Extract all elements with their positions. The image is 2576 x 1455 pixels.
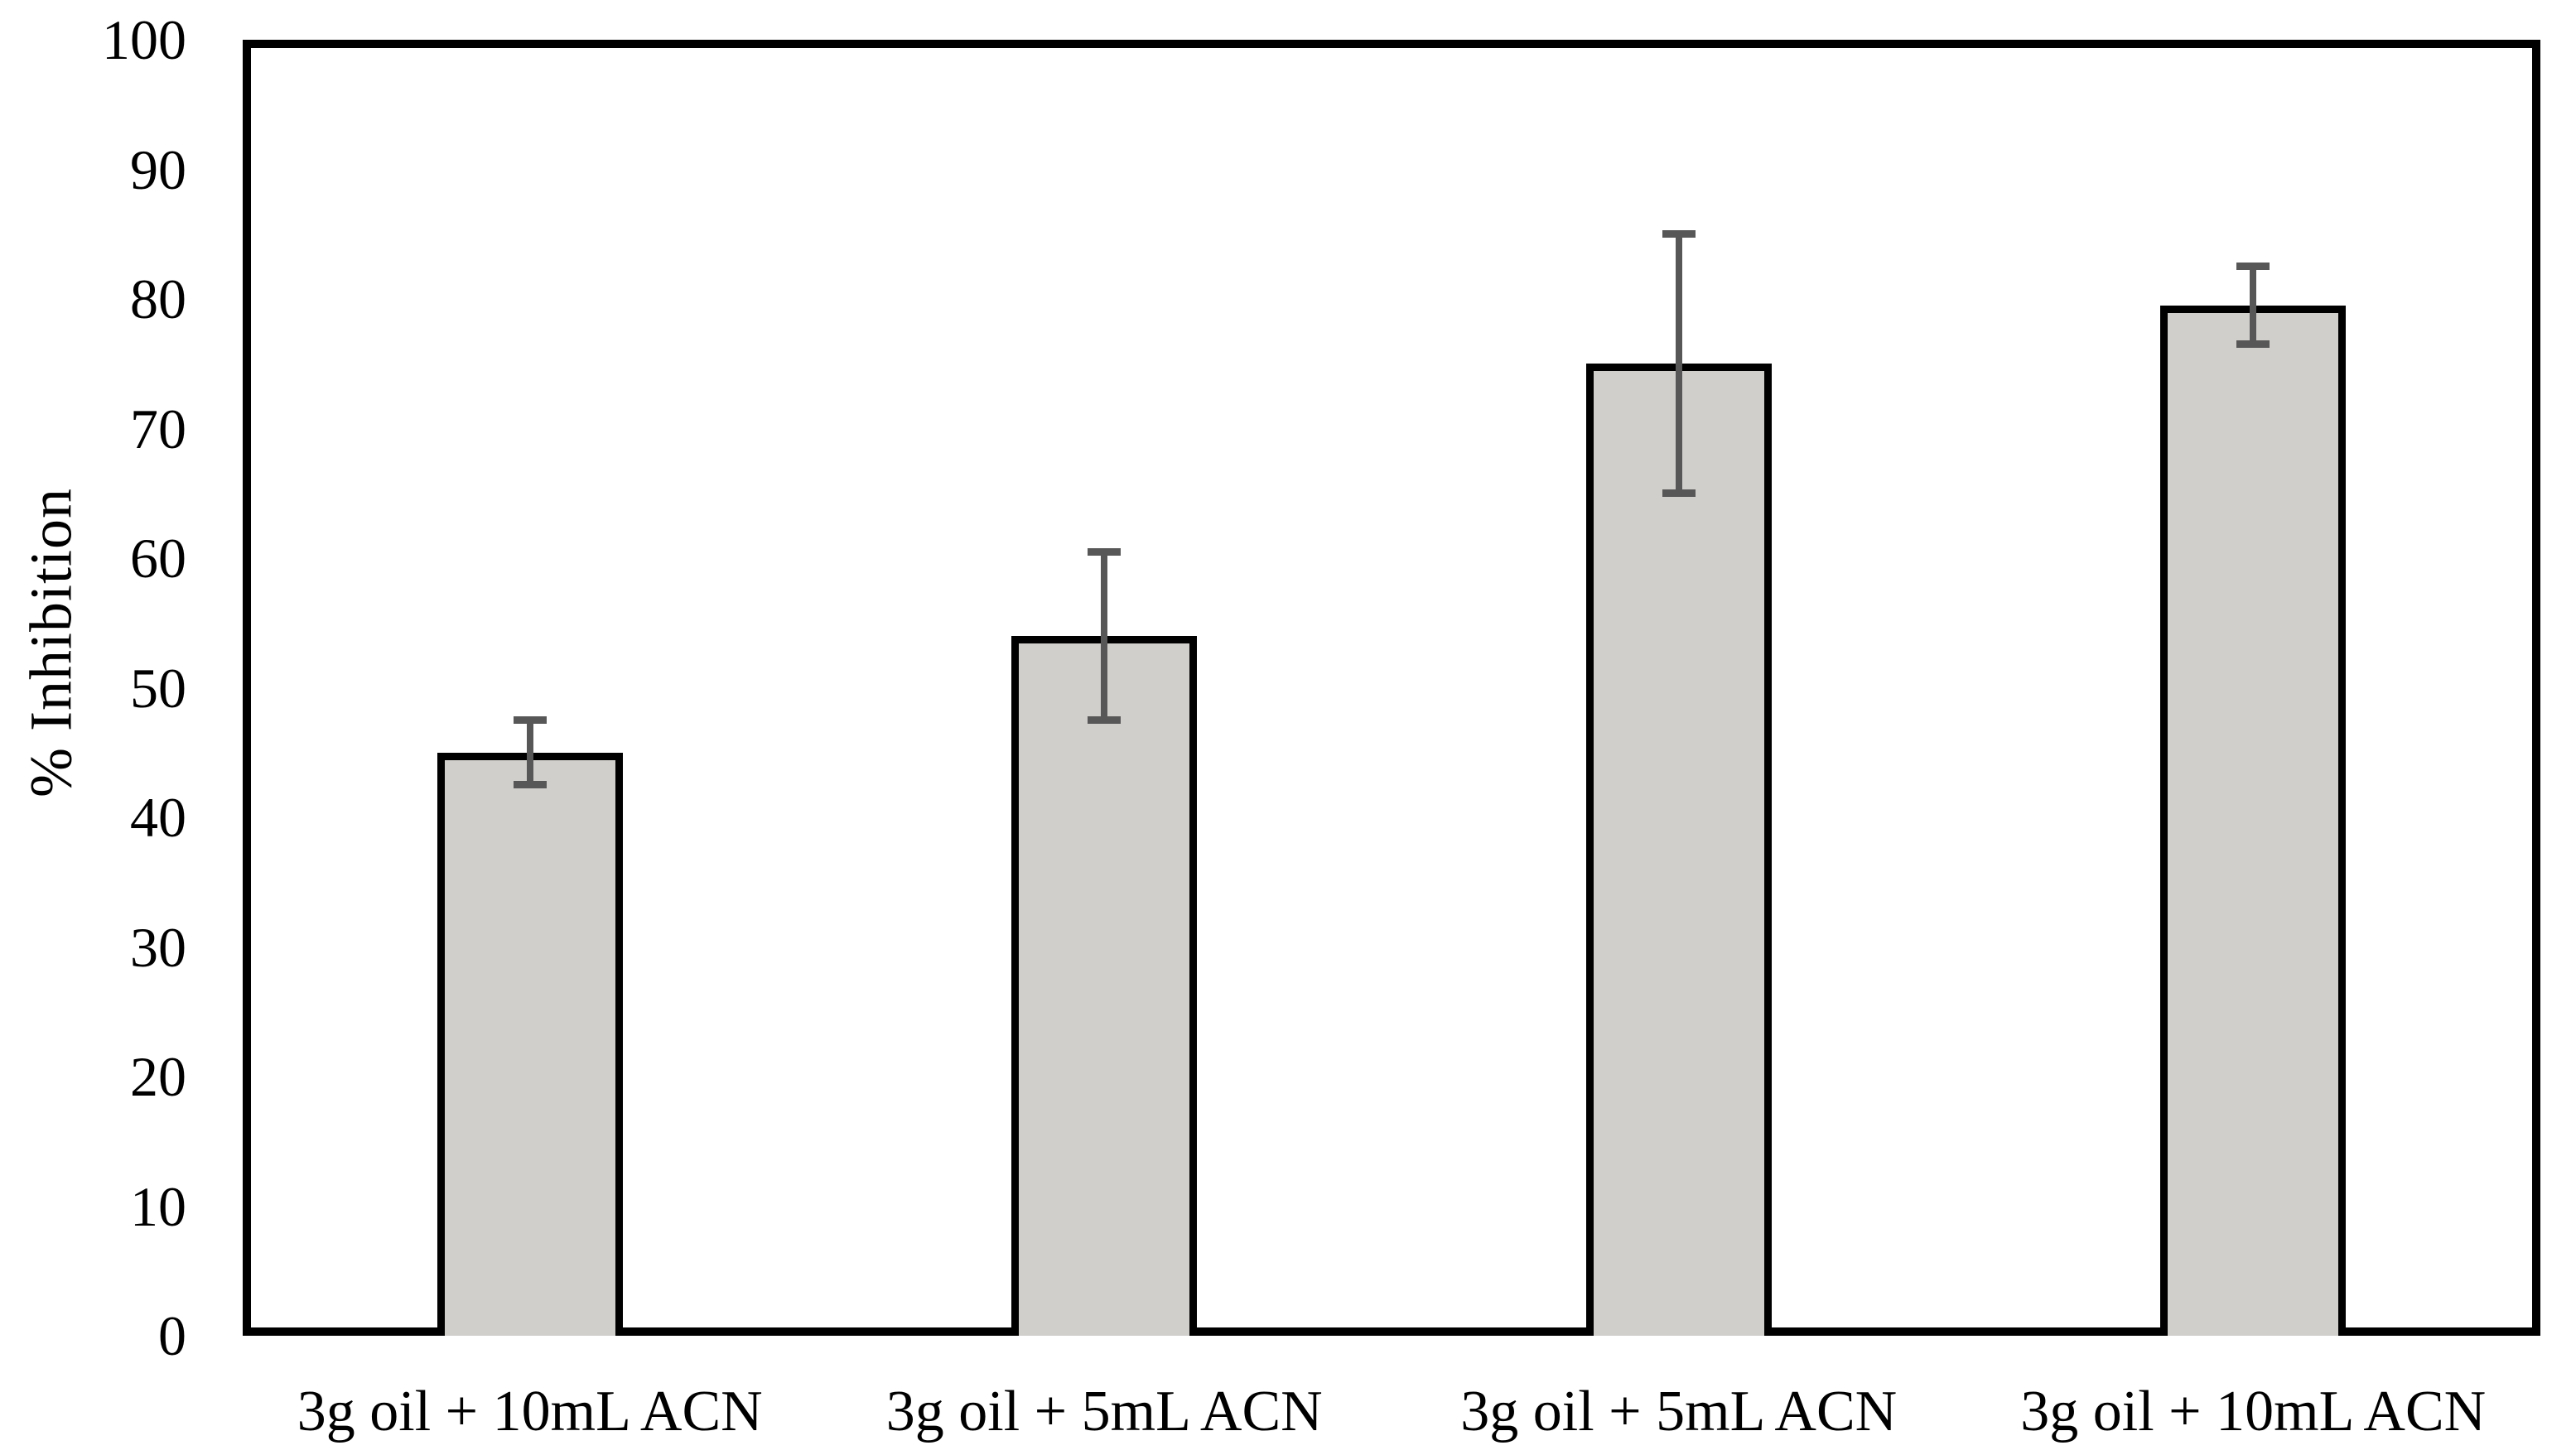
error-bar-cap-top [1088, 547, 1122, 556]
plot-area [243, 40, 2540, 1336]
y-tick-label: 60 [130, 527, 186, 590]
y-tick-label: 30 [130, 915, 186, 979]
x-category-label: 3g oil + 10mL ACN [297, 1380, 763, 1443]
error-bar-whisker [1675, 234, 1682, 494]
error-bar-cap-top [2236, 263, 2270, 271]
error-bar-cap-bottom [2236, 340, 2270, 349]
y-tick-label: 100 [102, 8, 186, 71]
y-tick-label: 10 [130, 1174, 186, 1238]
y-tick-label: 70 [130, 397, 186, 460]
y-tick-label: 40 [130, 786, 186, 849]
x-category-label: 3g oil + 5mL ACN [885, 1380, 1323, 1443]
error-bar-cap-bottom [1662, 489, 1696, 498]
error-bar-cap-top [1662, 230, 1696, 238]
y-tick-label: 90 [130, 137, 186, 201]
error-bar-cap-top [513, 716, 547, 725]
error-bar-cap-bottom [513, 781, 547, 789]
x-category-label: 3g oil + 5mL ACN [1460, 1380, 1898, 1443]
bar [1011, 635, 1198, 1336]
y-tick-label: 20 [130, 1045, 186, 1108]
bar [1585, 364, 1772, 1336]
x-category-label: 3g oil + 10mL ACN [2020, 1380, 2487, 1443]
y-tick-label: 80 [130, 267, 186, 330]
bar [2160, 305, 2347, 1336]
error-bar-whisker [1101, 552, 1108, 720]
y-tick-label: 0 [158, 1304, 186, 1367]
error-bar-whisker [2250, 266, 2257, 344]
error-bar-cap-bottom [1088, 716, 1122, 725]
error-bar-whisker [526, 720, 533, 785]
y-tick-label: 50 [130, 656, 186, 720]
bar [437, 752, 623, 1336]
